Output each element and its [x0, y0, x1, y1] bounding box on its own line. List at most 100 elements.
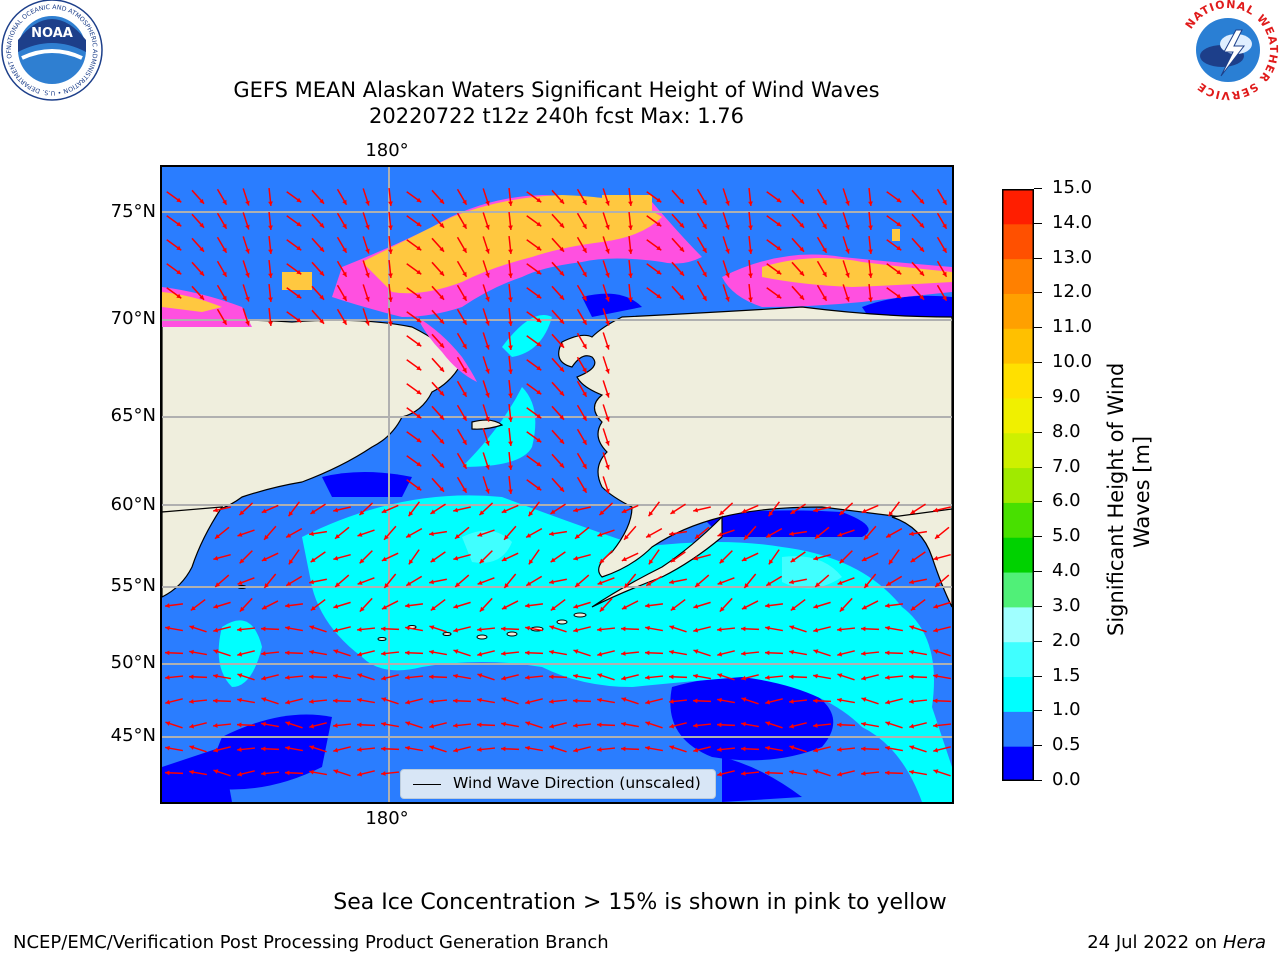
map-legend: Wind Wave Direction (unscaled) — [400, 769, 716, 799]
wave-direction-arrowhead — [573, 507, 579, 513]
wave-direction-arrowhead — [416, 461, 422, 467]
wave-direction-arrowhead — [621, 651, 626, 656]
wave-direction-arrowhead — [333, 507, 339, 513]
wave-direction-arrowhead — [213, 747, 219, 753]
wave-direction-arrowhead — [296, 317, 302, 323]
wave-direction-arrowhead — [919, 246, 925, 252]
wave-direction-arrowhead — [909, 769, 914, 775]
wave-direction-arrowhead — [165, 699, 171, 705]
wave-direction-arrowhead — [645, 603, 650, 608]
wave-direction-arrowhead — [526, 533, 532, 538]
wave-direction-arrowhead — [416, 221, 422, 227]
wave-direction-arrowhead — [919, 270, 925, 276]
wave-direction-arrowhead — [885, 770, 890, 776]
wave-direction-arrowhead — [309, 579, 314, 585]
latitude-label-50n: 50°N — [110, 652, 156, 673]
colorbar-tick-mark — [1034, 188, 1042, 189]
wave-direction-arrowhead — [575, 534, 580, 539]
wave-direction-arrowhead — [285, 603, 290, 608]
wave-direction-arrowhead — [508, 273, 513, 278]
wave-direction-arrowhead — [165, 745, 170, 751]
wave-direction-arrowhead — [575, 582, 581, 587]
colorbar-tick-label: 7.0 — [1052, 455, 1081, 477]
wave-direction-arrowhead — [549, 723, 555, 729]
wave-direction-arrowhead — [416, 437, 422, 443]
wave-direction-arrowhead — [693, 723, 698, 728]
wave-direction-arrowhead — [381, 697, 387, 702]
wave-direction-arrowhead — [559, 222, 565, 228]
wave-direction-arrowhead — [573, 604, 579, 609]
wave-direction-arrowhead — [628, 297, 633, 302]
wave-direction-arrowhead — [559, 270, 565, 276]
wave-direction-arrowhead — [268, 273, 273, 278]
wave-direction-arrowhead — [766, 581, 772, 586]
wave-direction-arrowhead — [910, 509, 916, 514]
wave-direction-arrowhead — [861, 771, 866, 776]
wave-direction-arrowhead — [384, 583, 389, 588]
wave-direction-arrowhead — [501, 626, 506, 632]
wave-direction-arrowhead — [213, 627, 219, 633]
wave-direction-arrowhead — [359, 558, 365, 564]
colorbar-segment — [1002, 467, 1034, 503]
wave-direction-arrowhead — [222, 271, 227, 277]
wave-direction-arrowhead — [213, 673, 218, 679]
wave-direction-arrowhead — [582, 343, 587, 349]
wave-direction-arrowhead — [813, 673, 818, 679]
wave-direction-arrowhead — [165, 603, 170, 608]
wave-direction-arrowhead — [264, 534, 269, 540]
wave-direction-arrowhead — [239, 606, 245, 612]
wave-direction-arrowhead — [237, 722, 242, 728]
wave-direction-arrowhead — [245, 200, 250, 206]
wave-direction-arrowhead — [439, 366, 445, 372]
wave-direction-arrowhead — [624, 534, 629, 540]
wave-direction-arrowhead — [885, 625, 890, 631]
wave-direction-arrowhead — [477, 532, 483, 537]
wave-direction-arrowhead — [430, 509, 436, 514]
wave-direction-arrowhead — [748, 249, 753, 254]
wave-direction-arrowhead — [645, 699, 651, 705]
chart-title: GEFS MEAN Alaskan Waters Significant Hei… — [233, 78, 880, 102]
wave-direction-arrowhead — [477, 580, 483, 585]
wave-direction-arrowhead — [790, 605, 796, 611]
wave-direction-arrowhead — [165, 721, 171, 726]
wave-direction-arrowhead — [381, 746, 386, 752]
wave-direction-arrowhead — [679, 198, 685, 204]
wave-direction-arrowhead — [839, 558, 845, 564]
wave-direction-arrowhead — [359, 606, 365, 612]
wave-direction-arrowhead — [268, 297, 273, 302]
wave-direction-arrowhead — [582, 247, 587, 253]
wave-direction-arrowhead — [837, 771, 843, 777]
wave-direction-arrowhead — [333, 723, 338, 728]
wave-direction-arrowhead — [536, 197, 542, 203]
wave-direction-arrowhead — [381, 626, 386, 632]
colorbar-tick-mark — [1034, 710, 1042, 712]
wave-direction-arrowhead — [439, 270, 445, 276]
wave-direction-arrowhead — [702, 199, 707, 205]
wave-direction-arrowhead — [416, 389, 422, 395]
wave-direction-arrowhead — [670, 605, 676, 611]
wave-direction-arrowhead — [559, 366, 565, 372]
wave-direction-arrowhead — [215, 582, 221, 587]
colorbar-tick-label: 14.0 — [1052, 211, 1093, 233]
wave-direction-arrowhead — [477, 697, 482, 703]
wave-direction-arrowhead — [933, 555, 939, 561]
wave-direction-arrowhead — [933, 723, 938, 728]
wave-direction-arrowhead — [868, 273, 873, 278]
wave-direction-arrowhead — [896, 293, 902, 299]
wave-direction-arrowhead — [813, 555, 819, 561]
wave-direction-arrowhead — [669, 649, 674, 655]
wave-direction-arrowhead — [199, 270, 205, 276]
wave-direction-arrowhead — [822, 199, 827, 205]
wave-direction-arrowhead — [559, 198, 565, 204]
wave-direction-arrowhead — [237, 627, 242, 632]
wave-direction-arrowhead — [933, 769, 939, 774]
wave-direction-arrowhead — [536, 413, 542, 419]
wave-direction-arrowhead — [628, 225, 633, 230]
wave-direction-arrowhead — [909, 625, 915, 630]
wave-direction-arrowhead — [462, 271, 467, 277]
wave-direction-arrowhead — [582, 439, 587, 445]
wave-direction-arrowhead — [768, 511, 774, 517]
wave-direction-arrowhead — [789, 674, 794, 680]
wave-direction-arrowhead — [453, 649, 459, 654]
wave-direction-arrowhead — [886, 533, 892, 538]
